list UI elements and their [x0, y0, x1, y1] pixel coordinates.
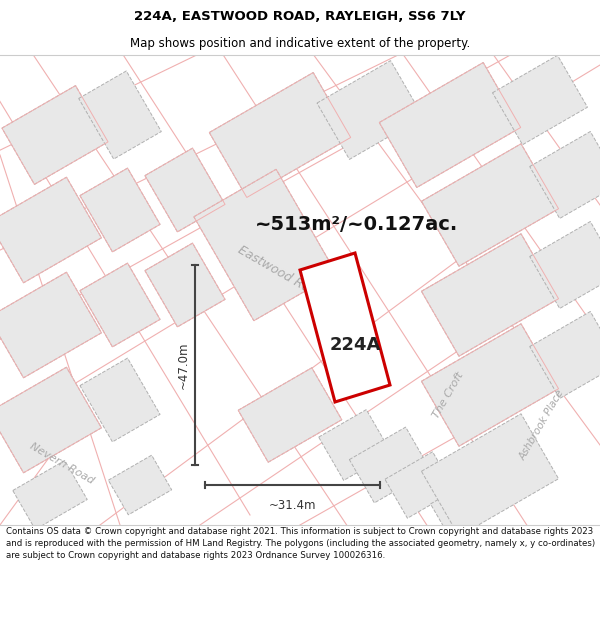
Polygon shape — [319, 409, 391, 481]
Text: ~31.4m: ~31.4m — [269, 499, 316, 512]
Text: 224A: 224A — [329, 336, 380, 354]
Polygon shape — [421, 324, 559, 446]
Polygon shape — [431, 481, 490, 539]
Polygon shape — [379, 62, 521, 188]
Polygon shape — [80, 263, 160, 347]
Polygon shape — [493, 55, 587, 145]
Text: 224A, EASTWOOD ROAD, RAYLEIGH, SS6 7LY: 224A, EASTWOOD ROAD, RAYLEIGH, SS6 7LY — [134, 10, 466, 23]
Text: Nevern Road: Nevern Road — [28, 441, 96, 486]
Text: Contains OS data © Crown copyright and database right 2021. This information is : Contains OS data © Crown copyright and d… — [6, 527, 595, 559]
Polygon shape — [109, 455, 172, 515]
Polygon shape — [145, 148, 225, 232]
Polygon shape — [13, 461, 87, 529]
Polygon shape — [421, 144, 559, 266]
Polygon shape — [80, 358, 160, 442]
Polygon shape — [530, 311, 600, 399]
Polygon shape — [238, 368, 342, 462]
Polygon shape — [145, 243, 225, 327]
Polygon shape — [0, 177, 101, 282]
Polygon shape — [349, 427, 431, 503]
Text: Eastwood Road: Eastwood Road — [235, 243, 325, 302]
Polygon shape — [530, 221, 600, 309]
Polygon shape — [0, 272, 101, 378]
Text: The Croft: The Croft — [431, 370, 465, 420]
Text: ~47.0m: ~47.0m — [176, 341, 190, 389]
Polygon shape — [0, 368, 101, 472]
Polygon shape — [194, 169, 336, 321]
Polygon shape — [530, 131, 600, 219]
Text: Map shows position and indicative extent of the property.: Map shows position and indicative extent… — [130, 38, 470, 51]
Polygon shape — [421, 414, 559, 536]
Polygon shape — [317, 61, 423, 159]
Polygon shape — [209, 72, 351, 198]
Polygon shape — [2, 86, 108, 184]
Text: Ashbrook Place: Ashbrook Place — [518, 388, 566, 462]
Polygon shape — [300, 253, 390, 402]
Polygon shape — [80, 168, 160, 252]
Polygon shape — [79, 71, 161, 159]
Polygon shape — [421, 234, 559, 356]
Text: ~513m²/~0.127ac.: ~513m²/~0.127ac. — [255, 216, 458, 234]
Polygon shape — [385, 452, 455, 518]
